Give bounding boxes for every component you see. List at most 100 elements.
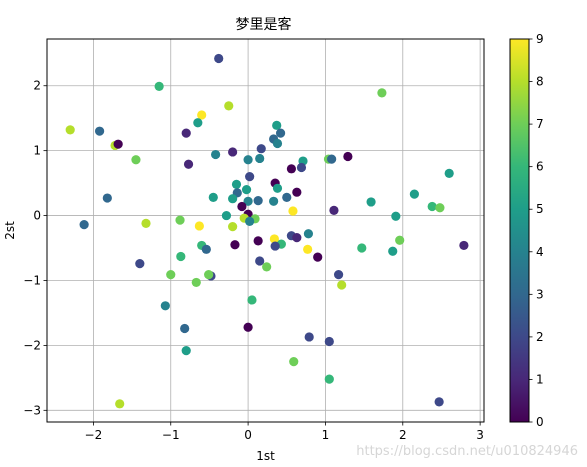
colorbar-gradient [510, 39, 529, 422]
watermark: https://blog.csdn.net/u010824946 [356, 444, 578, 459]
scatter-point [289, 357, 299, 367]
scatter-point [275, 128, 286, 138]
scatter-point [201, 244, 211, 254]
scatter-point [245, 216, 255, 227]
colorbar-tick-label: 2 [536, 330, 544, 344]
y-tick-label: −1 [23, 273, 41, 287]
scatter-point [262, 262, 272, 272]
scatter-point [329, 205, 339, 215]
scatter-point [228, 194, 238, 204]
scatter-point [183, 159, 194, 169]
scatter-point [204, 270, 214, 280]
scatter-point [313, 252, 323, 262]
scatter-point [228, 147, 238, 157]
scatter-point [191, 277, 201, 288]
scatter-point [231, 179, 242, 190]
scatter-point [141, 218, 151, 228]
colorbar-frame [509, 38, 530, 423]
scatter-point [255, 256, 265, 266]
scatter-point [181, 345, 191, 356]
chart-title: 梦里是客 [236, 16, 292, 33]
x-tick-label: −1 [162, 428, 180, 442]
scatter-point [221, 210, 232, 221]
scatter-point [256, 144, 266, 154]
scatter-point [269, 234, 279, 244]
y-axis-ticks: −3 −2 −1 0 1 2 [23, 79, 47, 417]
scatter-point [166, 270, 176, 280]
scatter-point [304, 332, 314, 342]
colorbar-tick-label: 8 [536, 75, 544, 89]
colorbar-tick-label: 3 [536, 287, 544, 301]
scatter-point [391, 211, 401, 221]
scatter-point [154, 81, 164, 91]
scatter-point [292, 233, 302, 243]
scatter-point [303, 229, 314, 239]
scatter-point [435, 203, 445, 213]
scatter-point [113, 139, 123, 149]
scatter-point [395, 235, 405, 245]
scatter-point [175, 215, 185, 225]
scatter-point [181, 128, 191, 138]
y-tick-label: −3 [23, 403, 41, 417]
scatter-point [324, 336, 334, 347]
scatter-point [247, 295, 257, 305]
scatter-point [253, 196, 263, 206]
scatter-point [272, 120, 282, 130]
scatter-point [255, 153, 265, 164]
scatter-point [343, 151, 353, 162]
grid [47, 39, 484, 422]
scatter-point [197, 110, 207, 120]
scatter-point [272, 183, 283, 193]
scatter-point [135, 259, 145, 269]
scatter-point [296, 162, 307, 173]
scatter-point [94, 126, 105, 136]
colorbar: 0 1 2 3 4 5 6 7 8 9 [509, 32, 544, 429]
plot-frame [46, 38, 485, 423]
scatter-point [214, 53, 224, 64]
scatter-point [272, 138, 283, 149]
scatter-point [131, 155, 141, 165]
scatter-point [427, 201, 437, 212]
y-tick-label: −2 [23, 338, 41, 352]
colorbar-tick-label: 9 [536, 32, 544, 46]
colorbar-tick-label: 6 [536, 160, 544, 174]
scatter-point [459, 240, 469, 251]
scatter-point [282, 192, 292, 202]
colorbar-tick-label: 5 [536, 202, 544, 216]
y-tick-label: 1 [33, 144, 41, 158]
scatter-point [253, 236, 263, 246]
scatter-point [409, 189, 419, 199]
scatter-point [194, 221, 204, 231]
y-axis-label: 2st [3, 221, 17, 240]
colorbar-tick-label: 1 [536, 372, 544, 386]
scatter-point [115, 399, 125, 409]
x-tick-label: −2 [85, 428, 103, 442]
scatter-point [208, 192, 218, 202]
scatter-point [270, 241, 280, 251]
x-tick-label: 2 [399, 428, 407, 442]
plot-area: −2 −1 0 1 2 3 −3 −2 −1 0 1 2 [23, 38, 485, 442]
scatter-point [160, 301, 170, 311]
scatter-point [292, 187, 302, 197]
scatter-point [224, 101, 234, 111]
scatter-point [327, 154, 337, 164]
y-tick-label: 2 [33, 79, 41, 93]
scatter-point [241, 185, 252, 195]
scatter-point [434, 397, 444, 407]
scatter-point [102, 193, 112, 203]
y-tick-label: 0 [33, 209, 41, 223]
scatter-point [228, 222, 238, 232]
x-axis-label: 1st [256, 449, 275, 463]
scatter-point [377, 88, 387, 98]
scatter-point [303, 244, 313, 254]
scatter-points [65, 53, 469, 409]
x-tick-label: 0 [244, 428, 252, 442]
scatter-point [288, 206, 298, 216]
scatter-point [269, 196, 279, 206]
scatter-point [245, 172, 255, 182]
scatter-point [357, 243, 367, 253]
scatter-point [337, 280, 347, 290]
scatter-point [333, 270, 344, 280]
scatter-point [180, 323, 190, 334]
